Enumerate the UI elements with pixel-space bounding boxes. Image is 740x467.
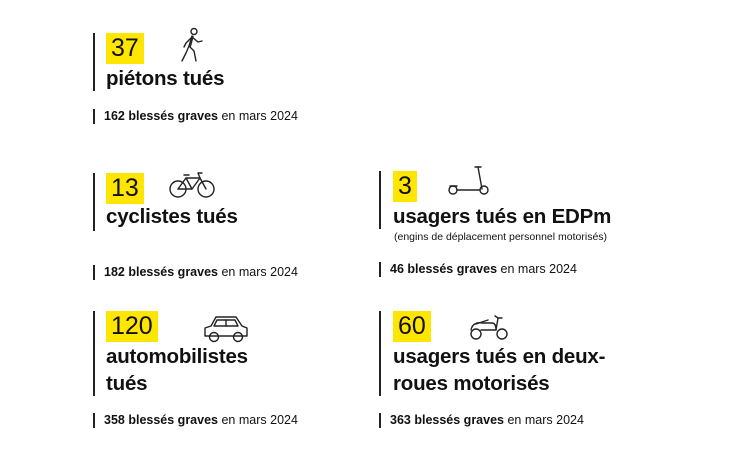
accent-bar [93, 173, 95, 231]
accent-bar [379, 171, 381, 229]
cyclists-label: cyclistes tués [106, 205, 238, 228]
car-drivers-label-line2: tués [106, 372, 148, 395]
stat-count: 46 [390, 262, 404, 276]
stat-period: en mars 2024 [221, 265, 298, 279]
stat-count: 358 [104, 413, 125, 427]
accent-bar [93, 33, 95, 91]
bicycle-icon [168, 171, 216, 199]
accent-bar [93, 311, 95, 396]
edpm-killed-count: 3 [393, 171, 417, 202]
scooter-icon [447, 165, 491, 197]
stat-bold-text: blessés graves [128, 109, 218, 123]
stat-count: 162 [104, 109, 125, 123]
stat-count: 182 [104, 265, 125, 279]
car-drivers-block: 120 automobilistes tués 358 blessés grav… [93, 311, 393, 431]
motorcyclists-killed-count: 60 [393, 311, 431, 342]
pedestrians-killed-count: 37 [106, 33, 144, 64]
stat-bold-text: blessés graves [128, 413, 218, 427]
cyclists-killed-count: 13 [106, 173, 144, 204]
moped-icon [468, 312, 510, 342]
edpm-injured-stat: 46 blessés graves en mars 2024 [379, 262, 577, 277]
stat-bold-text: blessés graves [128, 265, 218, 279]
stat-period: en mars 2024 [507, 413, 584, 427]
edpm-label: usagers tués en EDPm [393, 205, 612, 228]
accent-bar [379, 311, 381, 396]
car-drivers-killed-count: 120 [106, 311, 158, 342]
car-icon [201, 312, 251, 346]
stat-period: en mars 2024 [500, 262, 577, 276]
stat-period: en mars 2024 [221, 413, 298, 427]
pedestrians-label: piétons tués [106, 67, 225, 90]
motorcyclists-label-line2: roues motorisés [393, 372, 550, 395]
motorcyclists-block: 60 usagers tués en deux- roues motorisés… [379, 311, 709, 431]
cyclists-block: 13 cyclistes tués 182 blessés graves en … [93, 171, 393, 283]
cyclists-injured-stat: 182 blessés graves en mars 2024 [93, 265, 298, 280]
edpm-block: 3 usagers tués en EDPm (engins de déplac… [379, 166, 709, 281]
motorcyclists-injured-stat: 363 blessés graves en mars 2024 [379, 413, 584, 428]
stat-bold-text: blessés graves [414, 413, 504, 427]
stat-count: 363 [390, 413, 411, 427]
edpm-note: (engins de déplacement personnel motoris… [394, 231, 608, 243]
pedestrian-icon [177, 27, 207, 63]
pedestrians-injured-stat: 162 blessés graves en mars 2024 [93, 109, 298, 124]
car-drivers-injured-stat: 358 blessés graves en mars 2024 [93, 413, 298, 428]
car-drivers-label-line1: automobilistes [106, 345, 248, 368]
stat-period: en mars 2024 [221, 109, 298, 123]
motorcyclists-label-line1: usagers tués en deux- [393, 345, 606, 368]
pedestrians-block: 37 piétons tués 162 blessés graves en ma… [93, 27, 393, 133]
stat-bold-text: blessés graves [407, 262, 498, 276]
